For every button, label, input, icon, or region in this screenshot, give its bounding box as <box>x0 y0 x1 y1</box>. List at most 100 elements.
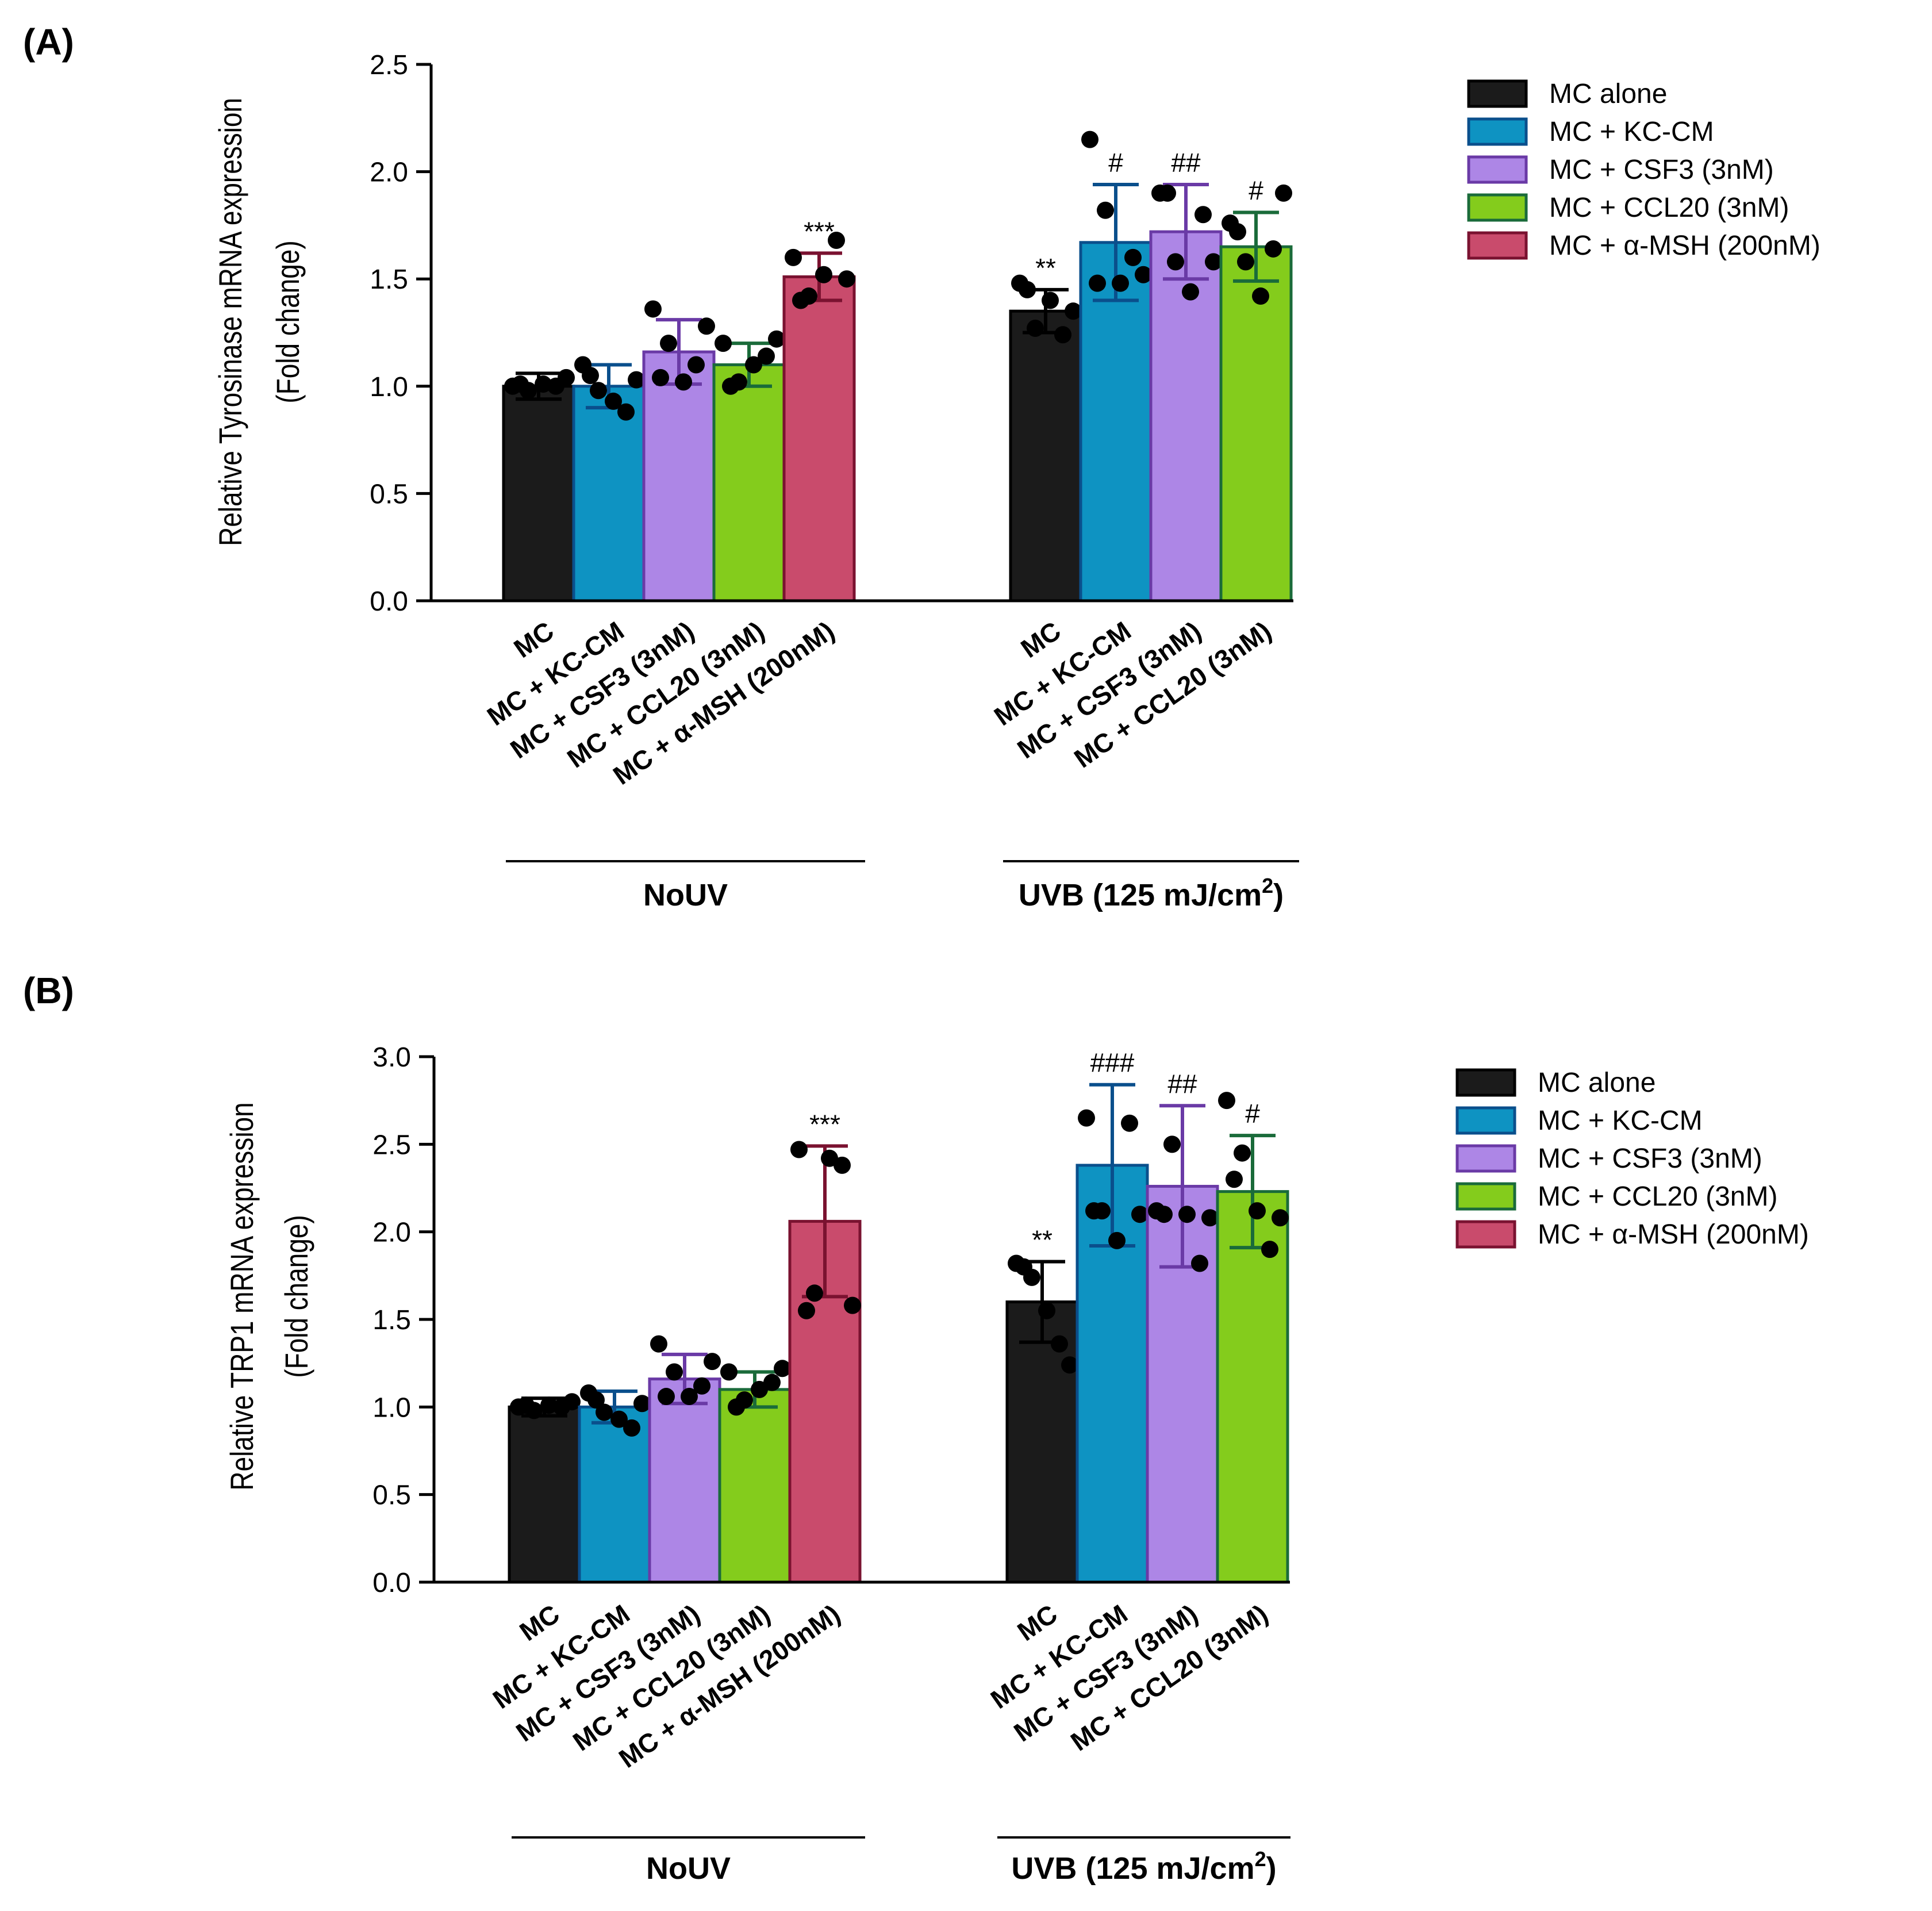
data-point <box>587 1391 605 1409</box>
y-tick-label: 1.5 <box>370 264 408 295</box>
group-label: UVB (125 mJ/cm2) <box>1019 874 1284 912</box>
y-tick-label: 1.0 <box>370 372 408 402</box>
data-point <box>1182 283 1199 301</box>
data-point <box>1265 240 1282 258</box>
data-point <box>617 403 635 421</box>
group-label: NoUV <box>643 878 728 912</box>
data-point <box>758 347 775 365</box>
data-point <box>745 356 762 374</box>
data-point <box>1218 1092 1235 1110</box>
y-tick-label: 0.5 <box>372 1480 411 1511</box>
data-point <box>1252 287 1269 305</box>
data-point <box>838 270 855 288</box>
data-point <box>644 300 662 318</box>
legend-label: MC + CSF3 (3nM) <box>1538 1143 1762 1174</box>
legend-swatch <box>1455 1106 1516 1135</box>
data-point <box>540 1396 558 1414</box>
data-point <box>844 1296 861 1314</box>
y-axis-label-unit: (Fold change) <box>270 240 306 403</box>
data-point <box>698 317 715 335</box>
group-label-end: ) <box>1266 1851 1277 1886</box>
y-tick-label: 0.5 <box>370 479 408 509</box>
legend-swatch <box>1455 1068 1516 1097</box>
bar <box>718 1388 792 1584</box>
y-axis-label: Relative TRP1 mRNA expression <box>224 1102 260 1490</box>
data-point <box>704 1353 721 1371</box>
data-point <box>1038 1302 1055 1319</box>
legend-label: MC + KC-CM <box>1538 1106 1703 1136</box>
data-point <box>1167 253 1184 271</box>
data-point <box>628 371 645 389</box>
significance-marker: *** <box>809 1109 840 1139</box>
data-point <box>1135 266 1152 283</box>
legend-label: MC + CCL20 (3nM) <box>1549 193 1789 223</box>
y-axis-label-unit: (Fold change) <box>279 1215 314 1377</box>
group-label-text: UVB (125 mJ/cm <box>1019 878 1262 912</box>
bar <box>782 275 856 603</box>
data-point <box>660 335 677 352</box>
data-point <box>785 248 802 266</box>
significance-marker: # <box>1245 1099 1260 1129</box>
data-point <box>1229 223 1246 241</box>
x-tick-label: MC <box>508 616 559 664</box>
data-point <box>1085 1202 1103 1220</box>
group-label: NoUV <box>646 1851 731 1886</box>
data-point <box>815 266 832 283</box>
data-point <box>1226 1171 1243 1188</box>
data-point <box>633 1395 651 1413</box>
bar <box>1009 309 1082 603</box>
data-point <box>582 367 599 385</box>
group-label-superscript: 2 <box>1262 874 1273 897</box>
legend-label: MC + α-MSH (200nM) <box>1549 231 1820 261</box>
data-point <box>563 1393 581 1411</box>
significance-marker: ** <box>1035 253 1056 283</box>
bar <box>1219 245 1293 603</box>
x-tick-label: MC <box>514 1599 564 1647</box>
legend-swatch <box>1455 1144 1516 1173</box>
data-point <box>652 369 669 386</box>
data-point <box>720 1363 738 1381</box>
data-point <box>1159 184 1176 202</box>
data-point <box>821 1149 838 1167</box>
data-point <box>650 1335 667 1353</box>
data-point <box>666 1363 683 1381</box>
data-point <box>1015 1258 1032 1276</box>
data-point <box>1131 1206 1149 1223</box>
data-point <box>806 1284 823 1302</box>
data-point <box>675 373 692 391</box>
data-point <box>1065 302 1082 320</box>
legend-swatch <box>1467 231 1528 260</box>
data-point <box>1124 248 1142 266</box>
data-point <box>1089 274 1106 292</box>
data-point <box>1078 1109 1095 1127</box>
group-label-end: ) <box>1273 878 1284 912</box>
data-point <box>728 1398 745 1416</box>
y-tick-label: 3.0 <box>372 1042 411 1073</box>
legend-swatch <box>1467 79 1528 108</box>
data-point <box>681 1388 698 1406</box>
data-point <box>1163 1135 1181 1153</box>
data-point <box>751 1380 768 1398</box>
data-point <box>590 382 607 400</box>
data-point <box>1019 281 1036 298</box>
group-label-text: NoUV <box>643 878 728 912</box>
y-tick-label: 2.0 <box>372 1218 411 1248</box>
data-point <box>1097 201 1114 219</box>
data-point <box>596 1403 613 1421</box>
y-tick-label: 0.0 <box>372 1568 411 1598</box>
y-tick-label: 2.5 <box>370 50 408 80</box>
legend-label: MC + KC-CM <box>1549 117 1714 147</box>
legend-swatch <box>1455 1220 1516 1249</box>
data-point <box>722 377 739 395</box>
significance-marker: ** <box>1032 1225 1053 1254</box>
data-point <box>1191 1254 1208 1272</box>
chart-panel-b: (B) Relative TRP1 mRNA expression (Fold ch… <box>23 970 1809 1886</box>
legend-label: MC alone <box>1549 79 1667 109</box>
data-point <box>1051 1335 1068 1353</box>
significance-marker: # <box>1249 176 1263 206</box>
data-point <box>1061 1356 1078 1374</box>
bar <box>712 363 786 603</box>
legend: MC alone MC + KC-CM MC + CSF3 (3nM) MC + CC… <box>1467 79 1820 261</box>
data-point <box>1178 1206 1196 1223</box>
data-point <box>763 1373 781 1391</box>
